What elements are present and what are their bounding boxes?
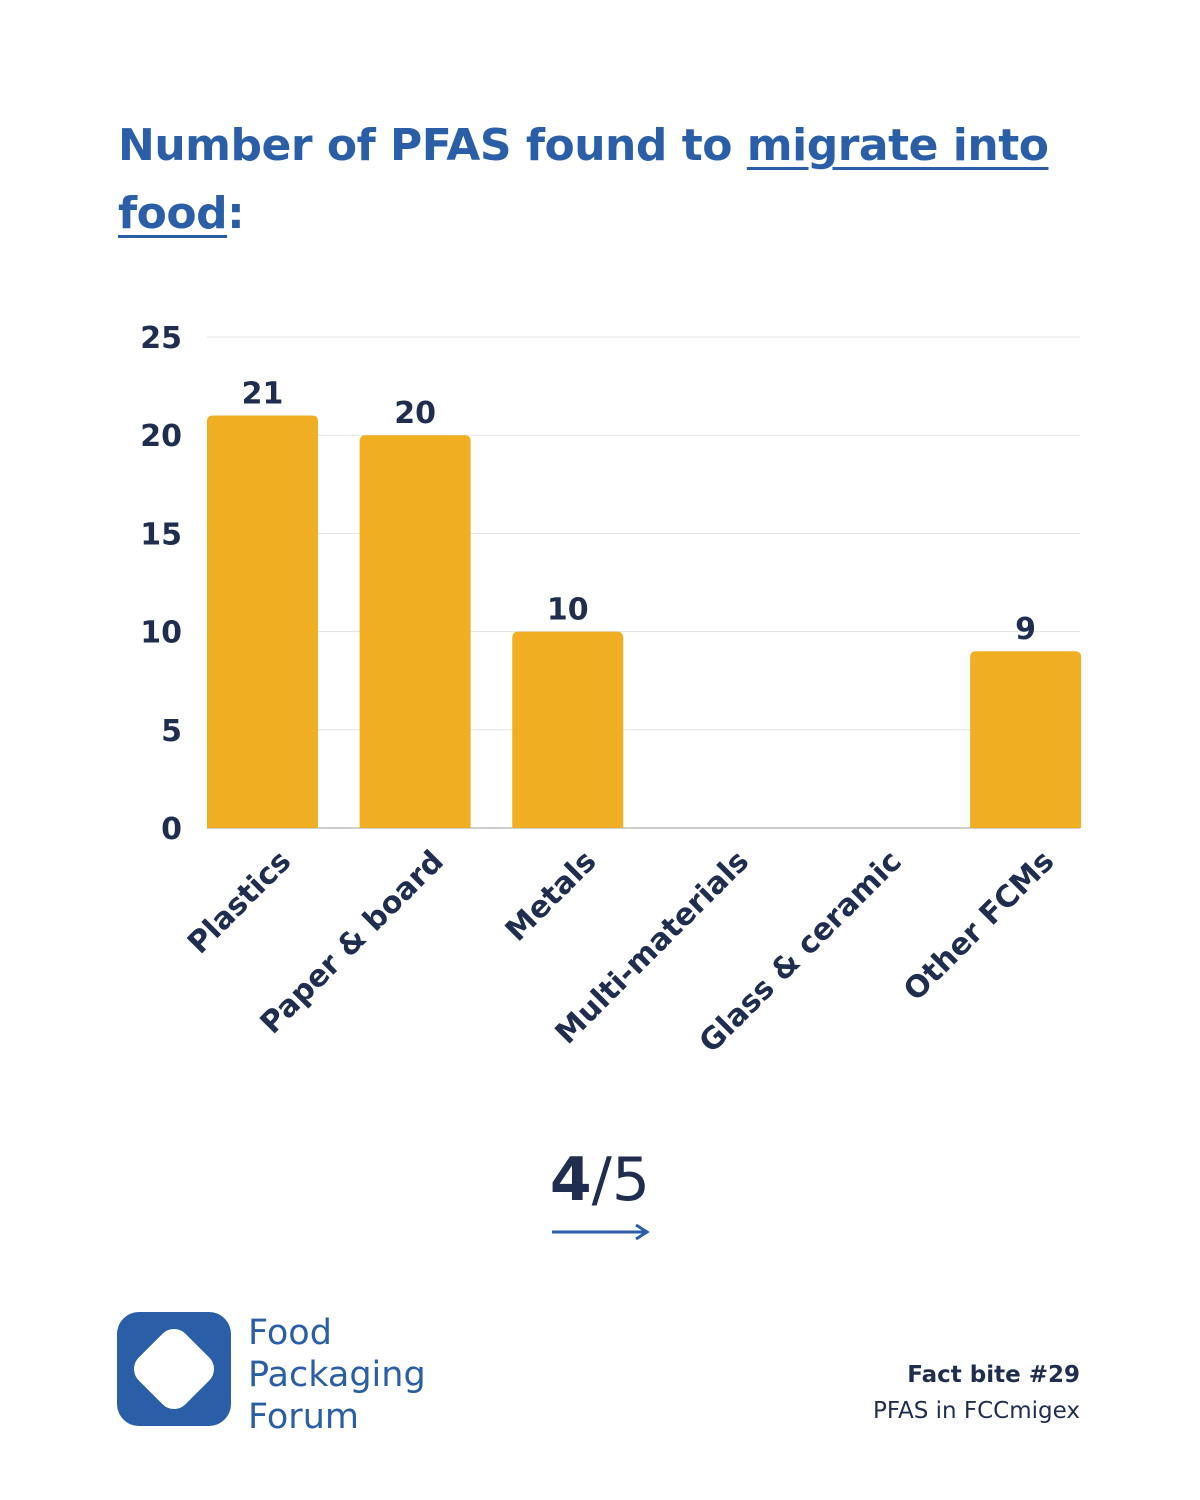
forum-logo-text: Food Packaging Forum (248, 1312, 426, 1438)
bar (512, 631, 624, 828)
data-label: 20 (394, 396, 436, 431)
bar (359, 435, 471, 828)
page-total: 5 (611, 1145, 651, 1215)
y-tick-label: 0 (161, 812, 182, 847)
y-tick-label: 20 (140, 419, 182, 454)
data-label: 10 (547, 593, 589, 628)
x-tick-label: Metals (499, 844, 604, 949)
logo-line-2: Packaging (248, 1355, 426, 1395)
forum-logo-icon (117, 1312, 231, 1426)
chart-title: Number of PFAS found to migrate into foo… (118, 112, 1098, 248)
page-separator: / (591, 1145, 612, 1215)
page-indicator: 4/5 (0, 1145, 1200, 1215)
bar (207, 415, 318, 828)
y-tick-label: 5 (161, 714, 182, 749)
logo-line-1: Food (248, 1313, 332, 1353)
y-tick-label: 10 (140, 616, 182, 651)
fact-bite-subtitle: PFAS in FCCmigex (872, 1398, 1080, 1424)
title-colon: : (227, 188, 245, 239)
fact-bite: Fact bite #29 PFAS in FCCmigex (873, 1357, 1080, 1429)
title-underlined: migrate into food (118, 120, 1049, 239)
logo-line-3: Forum (248, 1397, 359, 1437)
next-arrow-icon[interactable] (550, 1222, 650, 1242)
page-current: 4 (549, 1145, 592, 1215)
x-tick-label: Other FCMs (897, 844, 1061, 1008)
title-part1: Number of PFAS found to (118, 120, 747, 171)
data-label: 9 (1015, 612, 1036, 647)
data-label: 21 (242, 377, 284, 412)
fact-bite-title: Fact bite #29 (907, 1362, 1080, 1388)
y-tick-label: 15 (140, 517, 182, 552)
bar (970, 651, 1082, 828)
x-tick-label: Plastics (181, 844, 298, 961)
y-tick-label: 25 (140, 321, 182, 356)
